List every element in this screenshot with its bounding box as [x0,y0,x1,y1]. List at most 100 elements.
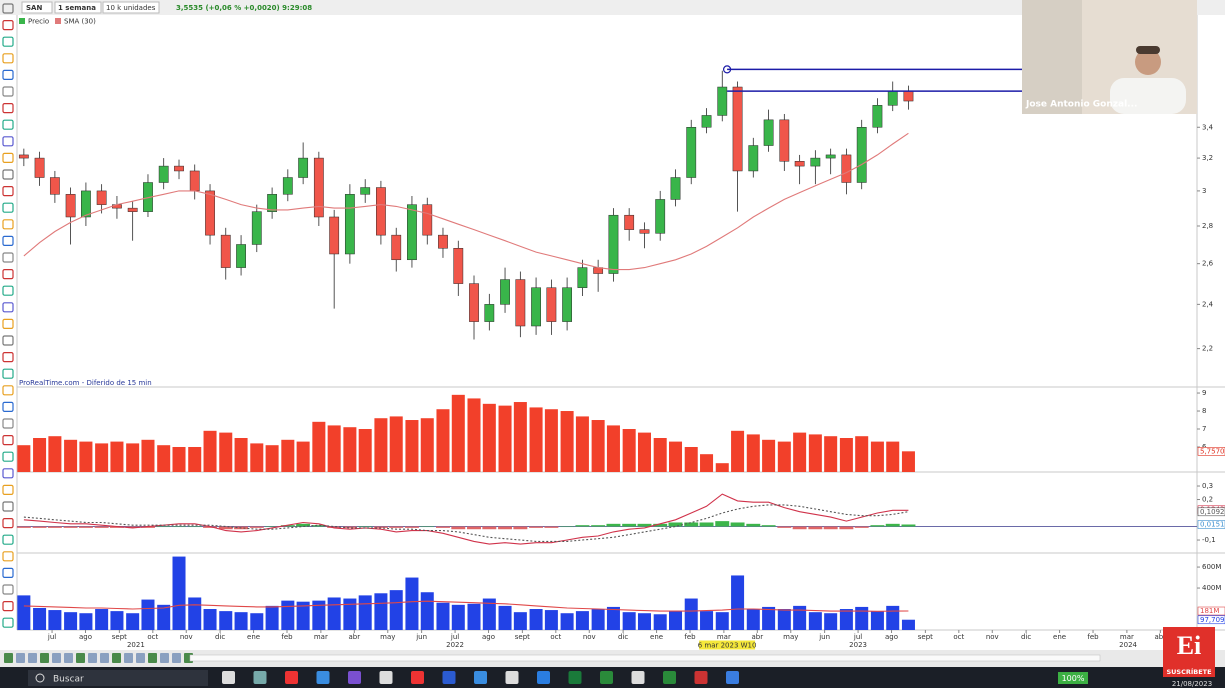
tool-icon[interactable] [2,617,14,628]
x-tick-label: feb [281,633,293,641]
tool-icon[interactable] [2,36,14,47]
tool-icon[interactable] [2,418,14,429]
tool-icon[interactable] [2,551,14,562]
tool-icon[interactable] [2,584,14,595]
tool-icon[interactable] [2,318,14,329]
taskbar-app[interactable] [379,671,393,684]
bar [544,409,558,472]
tool-icon[interactable] [2,202,14,213]
bottom-tool-icon[interactable] [124,653,133,663]
taskbar-app[interactable] [474,671,487,684]
bottom-tool-icon[interactable] [4,653,13,663]
bar [389,416,403,472]
tool-icon[interactable] [2,102,14,114]
taskbar-app[interactable] [222,671,235,684]
symbol[interactable]: SAN [26,4,42,12]
taskbar-app[interactable] [505,671,519,684]
units-box[interactable] [102,1,160,14]
tool-icon[interactable] [2,484,14,495]
tool-icon[interactable] [2,20,14,31]
tool-icon[interactable] [2,3,14,14]
taskbar-app[interactable] [600,671,613,684]
tool-icon[interactable] [2,385,14,396]
taskbar-app[interactable] [253,671,267,684]
tool-icon[interactable] [2,534,14,545]
zoom-box[interactable] [1058,672,1088,684]
taskbar-app[interactable] [726,671,739,684]
tool-icon[interactable] [2,368,14,379]
tool-icon[interactable] [2,186,14,197]
bar [901,451,915,472]
taskbar-app[interactable] [537,671,550,684]
tool-icon[interactable] [2,451,14,462]
tool-icon[interactable] [2,269,14,280]
taskbar-app[interactable] [631,671,645,684]
tool-icon[interactable] [2,468,14,479]
taskbar-app[interactable] [285,671,298,684]
bottom-tool-icon[interactable] [88,653,97,663]
candle-body [887,90,898,106]
histogram-bar [575,525,590,527]
tool-icon[interactable] [2,517,14,529]
candle-body [562,287,573,322]
bottom-tool-icon[interactable] [76,653,85,663]
search-box[interactable] [28,670,208,686]
period-box[interactable] [54,1,102,14]
zoom-text[interactable]: 100% [1062,674,1085,683]
bar [172,446,186,472]
tool-icon[interactable] [2,136,14,147]
top-toolbar [0,0,1225,15]
tool-icon[interactable] [2,69,14,81]
bottom-tool-icon[interactable] [160,653,169,663]
taskbar-app[interactable] [568,671,582,684]
bar [467,398,481,472]
logo-box[interactable] [1163,627,1215,677]
taskbar-app[interactable] [694,671,708,684]
search-text[interactable]: Buscar [53,675,84,685]
bottom-tool-icon[interactable] [112,653,121,663]
bottom-tool-icon[interactable] [64,653,73,663]
tool-icon[interactable] [2,53,14,64]
tool-icon[interactable] [2,152,14,163]
tool-icon[interactable] [2,169,14,180]
tool-icon[interactable] [2,335,14,346]
tool-icon[interactable] [2,285,14,296]
candle-body [189,170,200,192]
bottom-tool-icon[interactable] [172,653,181,663]
webcam-wall [1022,0,1082,114]
tool-icon[interactable] [2,435,14,446]
tool-icon[interactable] [2,600,14,612]
bottom-tool-icon[interactable] [136,653,145,663]
bar [420,592,434,630]
tool-icon[interactable] [2,302,14,313]
histogram-bar [637,523,652,527]
candle-body [236,244,246,268]
tool-icon[interactable] [2,235,14,246]
taskbar-app[interactable] [348,671,361,684]
taskbar-app[interactable] [316,671,330,684]
bottom-tool-icon[interactable] [148,653,157,663]
bottom-tool-icon[interactable] [40,653,49,663]
taskbar-app[interactable] [442,671,456,684]
tool-icon[interactable] [2,252,14,263]
symbol-box[interactable] [21,1,53,14]
period[interactable]: 1 semana [58,4,96,12]
tool-icon[interactable] [2,567,14,579]
taskbar-app[interactable] [411,671,424,684]
tool-icon[interactable] [2,401,14,412]
tool-icon[interactable] [2,352,14,363]
bottom-tool-icon[interactable] [28,653,37,663]
tool-icon[interactable] [2,501,14,512]
year-label: 2024 [1119,641,1137,649]
bottom-tool-icon[interactable] [52,653,61,663]
tool-icon[interactable] [2,219,14,230]
tool-icon[interactable] [2,86,14,97]
taskbar-app[interactable] [663,671,676,684]
tool-icon[interactable] [2,119,14,130]
units[interactable]: 10 k unidades [106,4,156,12]
candle-body [856,127,867,183]
bar [529,609,543,630]
bottom-tool-icon[interactable] [100,653,109,663]
bottom-tool-icon[interactable] [16,653,25,663]
